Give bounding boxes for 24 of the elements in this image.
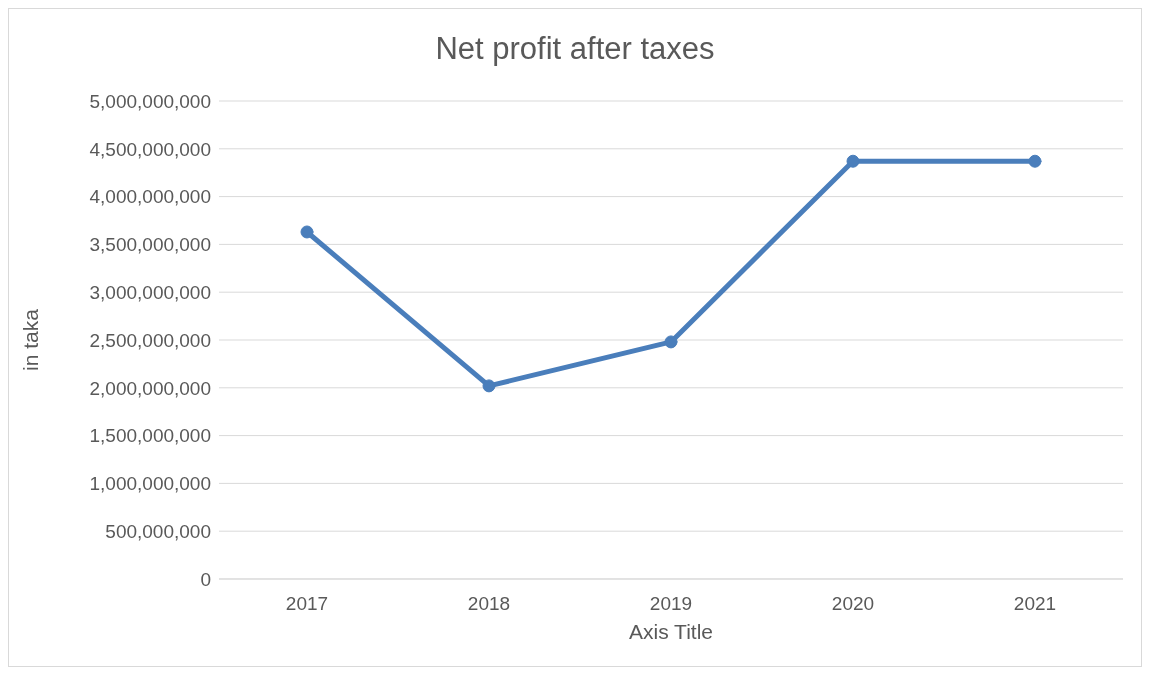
point — [482, 379, 496, 393]
y-tick-label: 4,000,000,000 — [89, 186, 211, 208]
y-tick-label: 3,500,000,000 — [89, 234, 211, 256]
x-tick-label: 2021 — [1013, 593, 1057, 615]
y-tick-label: 5,000,000,000 — [89, 90, 211, 112]
point — [300, 225, 314, 239]
y-tick-label: 2,000,000,000 — [89, 377, 211, 399]
y-tick-label: 1,000,000,000 — [89, 473, 211, 495]
y-tick-label: 4,500,000,000 — [89, 138, 211, 160]
x-tick-label: 2019 — [649, 593, 693, 615]
y-axis-title: in taka — [19, 308, 43, 371]
x-tick-label: 2018 — [467, 593, 511, 615]
y-tick-label: 1,500,000,000 — [89, 425, 211, 447]
y-tick-label: 500,000,000 — [105, 520, 211, 542]
x-tick-label: 2017 — [285, 593, 329, 615]
x-axis-title: Axis Title — [628, 620, 714, 643]
x-tick-label: 2020 — [831, 593, 875, 615]
point — [664, 335, 678, 349]
y-tick-label: 3,000,000,000 — [89, 281, 211, 303]
y-tick-label: 0 — [200, 568, 211, 590]
y-tick-label: 2,500,000,000 — [89, 329, 211, 351]
point — [846, 154, 860, 168]
chart-title: Net profit after taxes — [434, 31, 716, 67]
point — [1028, 154, 1042, 168]
